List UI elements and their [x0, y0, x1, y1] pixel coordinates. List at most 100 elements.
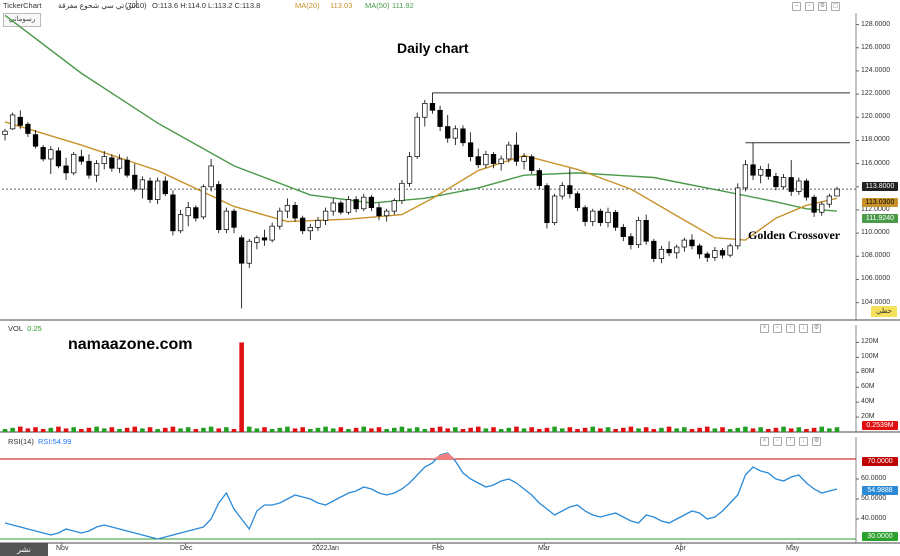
volume-bar	[521, 428, 527, 432]
candle-body	[63, 165, 69, 174]
volume-bar	[338, 427, 344, 432]
volume-bar	[391, 427, 397, 432]
window-controls: – ▫ ⚙ ▢	[792, 2, 840, 11]
move-down-icon[interactable]: ↓	[799, 437, 808, 446]
volume-bar	[628, 426, 634, 432]
candle-body	[826, 195, 833, 205]
close-icon[interactable]: ×	[760, 324, 769, 333]
candle-body	[223, 210, 229, 230]
volume-bar	[155, 429, 160, 432]
volume-bar	[613, 429, 618, 432]
candle-body	[330, 202, 336, 212]
volume-tick-label: 80M	[861, 368, 875, 376]
candle-body	[635, 220, 642, 246]
volume-bar	[796, 427, 802, 432]
volume-bar	[666, 426, 672, 432]
candle-body	[483, 153, 489, 166]
candle-body	[460, 128, 466, 144]
rsi-tick-label: 60.0000	[861, 475, 887, 482]
candle-body	[345, 199, 352, 213]
rsi-pane-controls: × ▫ ↑ ↓ ⚙	[760, 437, 821, 446]
restore-icon[interactable]: ▫	[805, 2, 814, 11]
volume-bar	[239, 342, 244, 432]
restore-icon[interactable]: ▫	[773, 437, 782, 446]
candle-body	[132, 174, 138, 190]
price-tick-label: 112.0000	[861, 205, 890, 213]
maximize-icon[interactable]: ▢	[831, 2, 840, 11]
price-tick-label: 124.0000	[861, 66, 891, 74]
candle-body	[300, 217, 306, 232]
volume-pane-controls: × ▫ ↑ ↓ ⚙	[760, 324, 821, 333]
volume-bar	[208, 426, 214, 432]
candle-body	[315, 220, 321, 228]
volume-bar	[453, 427, 458, 432]
volume-bar	[529, 427, 534, 432]
share-button[interactable]: نشر	[0, 543, 48, 556]
volume-bar	[109, 427, 115, 432]
linear-scale-button[interactable]: خطي	[871, 306, 897, 317]
volume-bar	[735, 427, 741, 432]
volume-bar	[704, 426, 710, 432]
candle-body	[170, 194, 176, 232]
close-price-tag: 113.8000	[862, 182, 898, 191]
candle-body	[406, 156, 413, 184]
candle-body	[719, 250, 726, 256]
candle-body	[391, 200, 397, 212]
volume-bar	[422, 429, 428, 432]
move-down-icon[interactable]: ↓	[799, 324, 808, 333]
candle-body	[551, 195, 558, 224]
volume-bar	[246, 426, 252, 432]
candle-body	[155, 180, 161, 200]
move-up-icon[interactable]: ↑	[786, 324, 795, 333]
candle-body	[101, 156, 107, 164]
candle-body	[193, 207, 199, 219]
candle-body	[452, 128, 458, 139]
volume-bar	[819, 426, 825, 432]
volume-bar	[811, 427, 817, 432]
volume-bar	[178, 428, 183, 432]
restore-icon[interactable]: ▫	[773, 324, 782, 333]
candle-body	[544, 185, 550, 224]
close-icon[interactable]: ×	[760, 437, 769, 446]
candle-body	[177, 214, 184, 232]
settings-icon[interactable]: ⚙	[818, 2, 827, 11]
volume-bar	[101, 428, 107, 432]
settings-icon[interactable]: ⚙	[812, 324, 821, 333]
volume-bar	[231, 429, 237, 432]
settings-icon[interactable]: ⚙	[812, 437, 821, 446]
volume-bar	[277, 427, 283, 432]
volume-bar	[483, 428, 489, 432]
candle-body	[582, 207, 588, 222]
candle-body	[353, 199, 359, 210]
price-tick-label: 116.0000	[861, 159, 890, 167]
price-tick-label: 128.0000	[861, 20, 891, 28]
volume-bar	[193, 429, 199, 432]
candle-body	[727, 245, 733, 256]
volume-bar	[506, 427, 512, 432]
golden-crossover-annotation: Golden Crossover	[748, 228, 841, 242]
volume-bar	[71, 427, 76, 432]
ma20-line	[4, 121, 838, 241]
rsi-tick-label: 50.0000	[861, 495, 887, 502]
volume-bar	[224, 427, 229, 432]
volume-bar	[86, 427, 92, 432]
candle-body	[651, 240, 657, 259]
volume-bar	[285, 426, 290, 432]
volume-bar	[414, 427, 420, 432]
volume-bar	[25, 428, 31, 432]
candle-body	[780, 177, 787, 188]
candle-body	[147, 180, 153, 200]
candle-body	[376, 207, 382, 217]
volume-bar	[552, 426, 557, 432]
candle-body	[758, 169, 764, 176]
candle-body	[735, 187, 741, 247]
candle-body	[139, 179, 146, 190]
candle-body	[2, 130, 8, 135]
my-drawings-button[interactable]: رسوماتي	[3, 13, 41, 27]
volume-bar	[185, 427, 191, 432]
x-tick-label: Apr	[675, 545, 686, 552]
candle-body	[361, 196, 367, 210]
move-up-icon[interactable]: ↑	[786, 437, 795, 446]
minimize-icon[interactable]: –	[792, 2, 801, 11]
